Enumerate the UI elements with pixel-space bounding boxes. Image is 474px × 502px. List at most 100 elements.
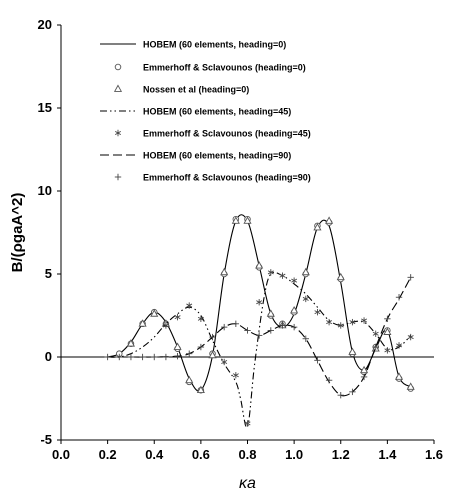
legend-item: Emmerhoff & Sclavounos (heading=45) (114, 129, 311, 139)
data-point (325, 216, 334, 224)
data-point (104, 353, 111, 361)
data-point (243, 216, 252, 224)
legend: HOBEM (60 elements, heading=0) Emmerhoff … (100, 40, 311, 183)
x-tick-label: 0.0 (52, 447, 70, 462)
data-point (186, 350, 193, 357)
data-point (231, 216, 240, 224)
data-point (116, 353, 123, 361)
data-point (406, 382, 415, 390)
data-point (396, 342, 403, 349)
data-point (384, 347, 391, 354)
legend-label: Emmerhoff & Sclavounos (heading=45) (143, 129, 311, 139)
data-point (244, 420, 251, 427)
legend-item: Nossen et al (heading=0) (113, 84, 249, 95)
data-point (384, 315, 391, 323)
data-point (150, 309, 159, 317)
series-5 (162, 269, 414, 427)
data-point (372, 343, 379, 351)
data-point (326, 318, 333, 326)
legend-item: HOBEM (60 elements, heading=45) (100, 107, 291, 117)
x-tick-label: 1.4 (378, 447, 397, 462)
data-point (244, 327, 251, 334)
series-7 (104, 274, 414, 399)
data-point (139, 353, 146, 361)
data-point (279, 272, 286, 279)
legend-swatch-marker (114, 63, 122, 71)
data-point (314, 308, 321, 316)
data-point (361, 317, 368, 324)
x-tick-label: 1.0 (285, 447, 303, 462)
data-point (337, 322, 344, 329)
data-point (349, 388, 356, 396)
data-point (197, 315, 204, 323)
axis-ticks: 0.0 0.2 0.4 0.6 0.8 1.0 1.2 1.4 1.6 -5 0 5 10 15 20 (38, 17, 444, 462)
data-point (151, 353, 158, 361)
data-point (138, 319, 147, 327)
y-tick-label: 0 (45, 349, 52, 364)
x-tick-label: 0.8 (238, 447, 256, 462)
data-point (291, 277, 298, 284)
legend-swatch-marker (114, 129, 122, 137)
data-point (208, 350, 217, 359)
x-tick-label: 0.4 (145, 447, 164, 462)
data-point (232, 320, 240, 327)
data-point (220, 323, 228, 331)
series-layer (104, 214, 415, 428)
y-tick-label: 10 (38, 183, 52, 198)
data-point (290, 323, 298, 331)
legend-label: HOBEM (60 elements, heading=90) (143, 151, 291, 161)
data-point (232, 372, 239, 379)
data-point (325, 377, 333, 384)
data-point (301, 267, 310, 276)
data-point (360, 373, 368, 381)
data-point (360, 365, 369, 374)
data-point (348, 347, 357, 355)
data-point (266, 309, 275, 317)
data-point (197, 343, 205, 351)
x-tick-label: 1.6 (425, 447, 443, 462)
data-point (407, 333, 414, 341)
y-axis-title: B/(ρgaA^2) (9, 193, 26, 273)
series-line (107, 271, 412, 428)
legend-label: Nossen et al (heading=0) (143, 85, 249, 95)
data-point (394, 372, 404, 380)
data-point (313, 222, 322, 231)
y-tick-label: 15 (38, 100, 52, 115)
data-point (174, 313, 181, 321)
data-point (220, 267, 229, 276)
data-point (267, 269, 274, 276)
legend-item: HOBEM (60 elements, heading=90) (100, 151, 291, 161)
y-tick-label: -5 (40, 432, 52, 447)
legend-item: HOBEM (60 elements, heading=0) (100, 40, 286, 50)
data-point (185, 375, 194, 384)
y-tick-label: 5 (45, 266, 52, 281)
legend-label: Emmerhoff & Sclavounos (heading=0) (143, 63, 306, 73)
data-point (314, 357, 321, 364)
data-point (221, 358, 228, 366)
series-4 (107, 271, 412, 428)
data-point (196, 385, 205, 394)
data-point (349, 318, 356, 326)
data-point (407, 274, 414, 281)
data-point (290, 305, 299, 314)
data-point (372, 330, 379, 337)
legend-label: Emmerhoff & Sclavounos (heading=90) (143, 173, 311, 183)
data-point (383, 327, 392, 335)
data-point (302, 335, 309, 342)
series-3 (126, 216, 415, 394)
data-point (174, 352, 181, 360)
legend-label: HOBEM (60 elements, heading=45) (143, 107, 291, 117)
data-point (302, 295, 309, 303)
x-axis-title: κa (239, 475, 256, 492)
legend-item: Emmerhoff & Sclavounos (heading=0) (114, 63, 306, 73)
x-tick-label: 0.2 (99, 447, 117, 462)
data-point (127, 353, 135, 361)
y-tick-label: 20 (38, 17, 52, 32)
data-point (336, 272, 345, 281)
data-point (255, 261, 264, 269)
data-point (395, 294, 403, 301)
data-point (267, 327, 275, 334)
data-point (279, 322, 286, 329)
data-point (126, 339, 135, 347)
